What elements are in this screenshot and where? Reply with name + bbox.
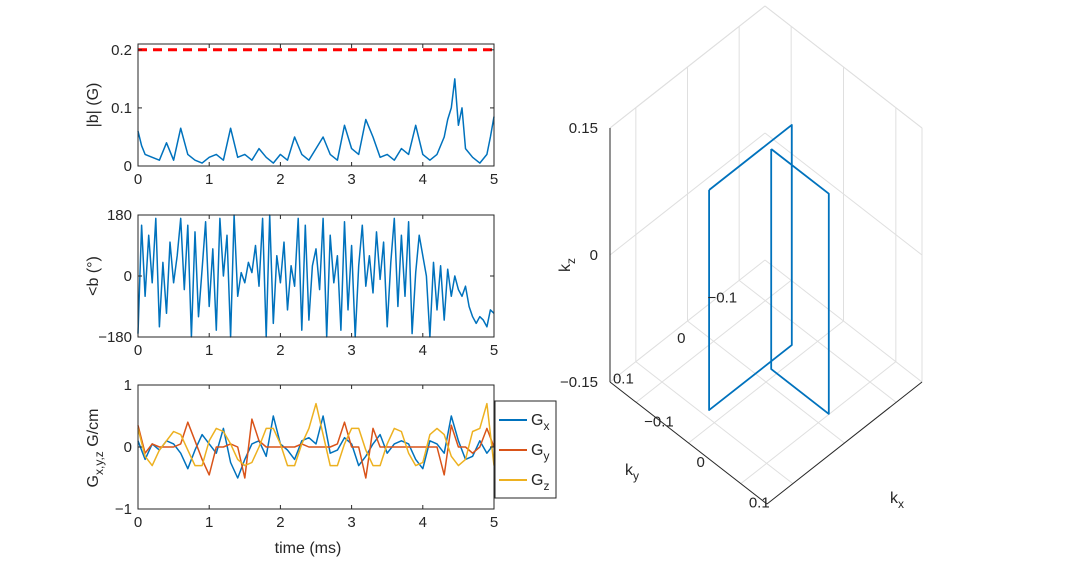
b-phase-xtick-label: 3 xyxy=(347,342,355,359)
gradients-xtick-label: 5 xyxy=(490,514,498,531)
gradients-ytick-label: −1 xyxy=(115,501,132,518)
b-magnitude-axes-box xyxy=(137,43,495,167)
gradients-legend: Gx Gy Gz xyxy=(494,400,557,499)
wall-grid-line xyxy=(609,259,766,383)
wall-grid-line xyxy=(609,132,766,256)
b-magnitude-ytick-label: 0.1 xyxy=(111,100,132,117)
b-phase-series-0 xyxy=(137,214,495,338)
b-phase-xtick-label: 2 xyxy=(276,342,284,359)
gradients-ylabel: Gx,y,z G/cm xyxy=(85,409,106,488)
gradients-xlabel: time (ms) xyxy=(275,540,342,557)
b-phase-ytick-label: 0 xyxy=(124,268,132,285)
b-magnitude-xtick-label: 2 xyxy=(276,171,284,188)
b-magnitude-xtick-label: 5 xyxy=(490,171,498,188)
b-phase-xtick-label: 0 xyxy=(134,342,142,359)
floor-grid-line xyxy=(687,320,845,444)
b-phase-ytick-label: 180 xyxy=(107,207,132,224)
gradients-xtick-label: 1 xyxy=(205,514,213,531)
b-magnitude-panel: 0 1 2 3 4 5 0 0.1 0.2 |b| (G) xyxy=(85,42,498,188)
b-magnitude-ylabel: |b| (G) xyxy=(85,83,102,128)
b-phase-plot xyxy=(137,214,495,338)
b-magnitude-xtick-label: 4 xyxy=(419,171,427,188)
kspace-xlabel: kx xyxy=(890,490,904,511)
kx-tick-label: 0.1 xyxy=(749,495,770,512)
b-magnitude-series-0 xyxy=(137,78,495,164)
box-edge xyxy=(764,5,923,129)
b-magnitude-xtick-label: 1 xyxy=(205,171,213,188)
kx-tick-label: −0.1 xyxy=(644,413,674,430)
b-phase-xtick-label: 4 xyxy=(419,342,427,359)
x-axis-line-front xyxy=(766,381,923,505)
legend-items: Gx Gy Gz xyxy=(499,412,549,493)
b-phase-xtick-label: 1 xyxy=(205,342,213,359)
kspace-ticks: −0.15 0 0.15 −0.1 0 0.1 −0.1 0 0.1 xyxy=(560,120,770,512)
gradients-xtick-label: 4 xyxy=(419,514,427,531)
b-phase-xtick-label: 5 xyxy=(490,342,498,359)
b-phase-ytick-label: −180 xyxy=(98,329,132,346)
b-magnitude-ticks: 0 1 2 3 4 5 0 0.1 0.2 xyxy=(111,42,498,188)
b-magnitude-ytick-label: 0 xyxy=(124,158,132,175)
ky-tick-label: 0.1 xyxy=(613,371,634,388)
kspace-loop-0 xyxy=(770,148,830,415)
box-edge xyxy=(609,5,766,129)
gradients-ticks: 0 1 2 3 4 5−101 xyxy=(115,377,498,531)
b-magnitude-plot xyxy=(137,48,495,164)
b-phase-ylabel: <b (°) xyxy=(85,256,102,296)
gradients-xtick-label: 0 xyxy=(134,514,142,531)
gradients-series-2 xyxy=(137,402,495,467)
kspace-trajectory xyxy=(708,124,830,415)
gradients-series-1 xyxy=(137,418,495,479)
b-magnitude-xtick-label: 0 xyxy=(134,171,142,188)
kspace-grid xyxy=(609,5,923,505)
ky-tick-label: −0.1 xyxy=(708,289,738,306)
kz-tick-label: 0.15 xyxy=(569,120,598,137)
floor-grid-line xyxy=(738,279,897,403)
kspace-3d-panel: −0.15 0 0.15 −0.1 0 0.1 −0.1 0 0.1 kz ky kx xyxy=(557,5,923,512)
legend-label-z: Gz xyxy=(531,472,549,493)
gradients-plot xyxy=(137,402,495,479)
b-magnitude-xtick-label: 3 xyxy=(347,171,355,188)
b-magnitude-ytick-label: 0.2 xyxy=(111,42,132,59)
kspace-zlabel: kz xyxy=(557,258,578,272)
kx-tick-label: 0 xyxy=(697,454,705,471)
gradients-xtick-label: 2 xyxy=(276,514,284,531)
gradients-xtick-label: 3 xyxy=(347,514,355,531)
kspace-loop-1 xyxy=(708,124,793,412)
kz-tick-label: 0 xyxy=(590,247,598,264)
floor-grid-line xyxy=(635,361,794,485)
ky-tick-label: 0 xyxy=(677,330,685,347)
gradients-ytick-label: 0 xyxy=(124,439,132,456)
kspace-ylabel: ky xyxy=(625,462,639,483)
kz-tick-label: −0.15 xyxy=(560,374,598,391)
legend-label-x: Gx xyxy=(531,412,549,433)
legend-label-y: Gy xyxy=(531,442,549,463)
gradients-ytick-label: 1 xyxy=(124,377,132,394)
y-axis-line-front xyxy=(609,381,768,505)
